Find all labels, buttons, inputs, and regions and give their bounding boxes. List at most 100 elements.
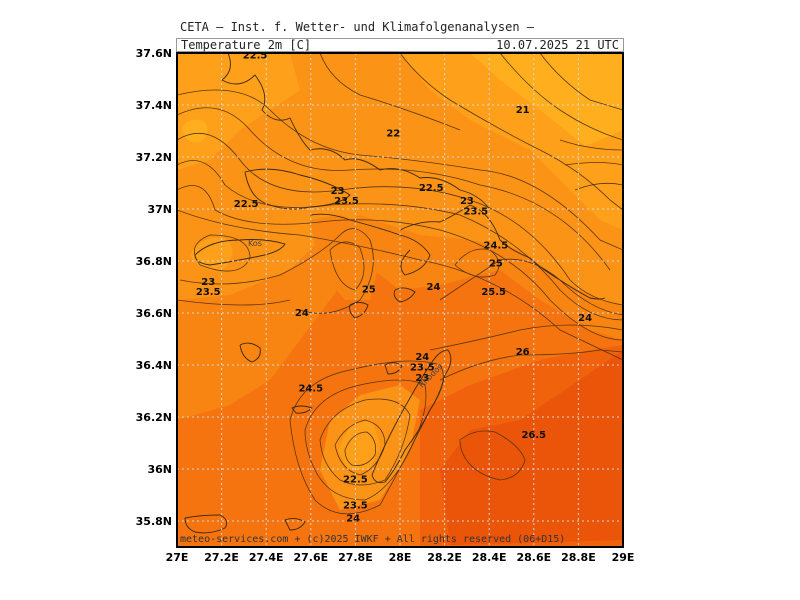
coastline-alimia [384,362,403,375]
title-box: Temperature 2m [C] 10.07.2025 21 UTC [176,38,624,52]
x-tick-label: 28.6E [516,551,551,564]
contour-value-label: 23 [201,277,215,288]
coastline-symi [393,287,416,303]
y-tick-label: 36N [147,463,172,476]
x-tick-label: 28.2E [427,551,462,564]
contour-value-label: 25 [362,285,376,296]
isotherm-line [177,185,623,341]
copyright-footer: meteo-services.com + (c)2025 IWKF + All … [180,534,566,545]
coastline-small-islet [291,405,313,414]
coastline-saria [284,517,306,531]
parameter-title: Temperature 2m [C] [181,38,312,52]
place-label-kos: Kos [248,239,262,248]
isotherm-line [499,53,623,141]
contour-value-label: 22.5 [234,199,259,210]
coastline-rhodes-island [371,349,452,484]
contour-value-label: 21 [516,105,530,116]
y-tick-label: 37.2N [136,151,172,164]
isotherm-line [399,53,623,211]
isotherm-line [304,379,427,501]
isotherm-line [564,162,623,166]
coastline-astypalaia-east [239,342,261,363]
isotherm-line [177,107,611,271]
contour-value-label: 24 [578,313,592,324]
coastline-layer [184,53,606,534]
x-tick-label: 27.8E [338,551,373,564]
isotherm-line [319,53,461,131]
contour-value-label: 25 [489,259,503,270]
coastline-gokova-gulf [399,204,606,300]
lat-lon-grid [177,53,623,547]
band-cool-northwest [177,53,300,170]
coastline-bodrum-peninsula [244,168,351,210]
band-coolspot-northwest [182,119,208,143]
x-tick-label: 27.4E [249,551,284,564]
y-tick-label: 36.8N [136,255,172,268]
y-tick-label: 36.4N [136,359,172,372]
x-tick-label: 27E [166,551,189,564]
y-tick-label: 37.4N [136,99,172,112]
contour-value-label: 23.5 [410,363,435,374]
band-hottest-southeast [440,350,623,545]
band-cooler-rhodes [338,420,380,470]
coastline-datca-peninsula [309,213,431,276]
x-tick-label: 27.6E [293,551,328,564]
isotherm-line [559,139,623,151]
band-cool-kos-west [190,237,233,270]
isotherm-line [177,160,623,321]
isotherm-line [454,248,500,278]
coastline-kos-island [194,239,286,266]
contour-value-label: 24 [426,282,440,293]
x-tick-label: 28.8E [561,551,596,564]
plot-frame [176,52,624,548]
isotherm-line [439,258,623,316]
isotherm-line [344,431,377,466]
contour-value-label: 23 [415,373,429,384]
x-tick-label: 28E [389,551,412,564]
contour-value-label: 24 [415,352,429,363]
contour-value-label: 23 [331,186,345,197]
contour-value-label: 22 [386,129,400,140]
isotherm-line [177,133,623,306]
isotherm-line [459,430,526,481]
contour-value-label: 23.5 [343,500,368,511]
y-tick-label: 36.2N [136,411,172,424]
coastline-turkey-north [221,53,491,211]
y-axis-ticks: 37.6N 37.4N 37.2N 37N 36.8N 36.6N 36.4N 36.2N 36… [136,47,172,528]
contour-value-label: 23 [460,196,474,207]
contour-value-label: 22.5 [243,51,268,62]
coastline-karpathos-north [184,514,228,534]
y-tick-label: 37N [147,203,172,216]
contour-value-label: 23.5 [334,196,359,207]
agency-header: CETA — Inst. f. Wetter- und Klimafolgena… [180,20,535,34]
y-tick-label: 35.8N [136,515,172,528]
x-axis-ticks: 27E 27.2E 27.4E 27.6E 27.8E 28E 28.2E 28.4E 28.6… [166,551,635,564]
band-cooler-northeast [470,53,623,200]
isotherm-line [177,299,291,306]
isotherm-line [193,234,251,272]
isotherm-line [574,182,623,191]
y-tick-label: 37.6N [136,47,172,60]
isotherm-line [539,53,623,111]
x-tick-label: 27.2E [204,551,239,564]
contour-value-label: 22.5 [419,183,444,194]
isotherm-line [439,349,623,381]
contour-value-label: 22.5 [343,474,368,485]
contour-value-label: 25.5 [481,287,506,298]
isotherm-line [429,324,623,351]
isotherm-line [329,241,365,291]
contour-value-label: 24.5 [298,383,323,394]
contour-value-label: 26 [516,347,530,358]
contour-value-label: 23.5 [196,287,221,298]
contour-value-label: 24 [295,308,309,319]
contour-value-label: 26.5 [521,430,546,441]
x-tick-label: 29E [612,551,635,564]
contour-value-label: 23.5 [463,207,488,218]
isotherm-line [177,209,623,361]
valid-time: 10.07.2025 21 UTC [496,38,619,52]
contour-value-label: 24.5 [484,240,509,251]
y-tick-label: 36.6N [136,307,172,320]
contour-value-label: 24 [346,513,360,524]
